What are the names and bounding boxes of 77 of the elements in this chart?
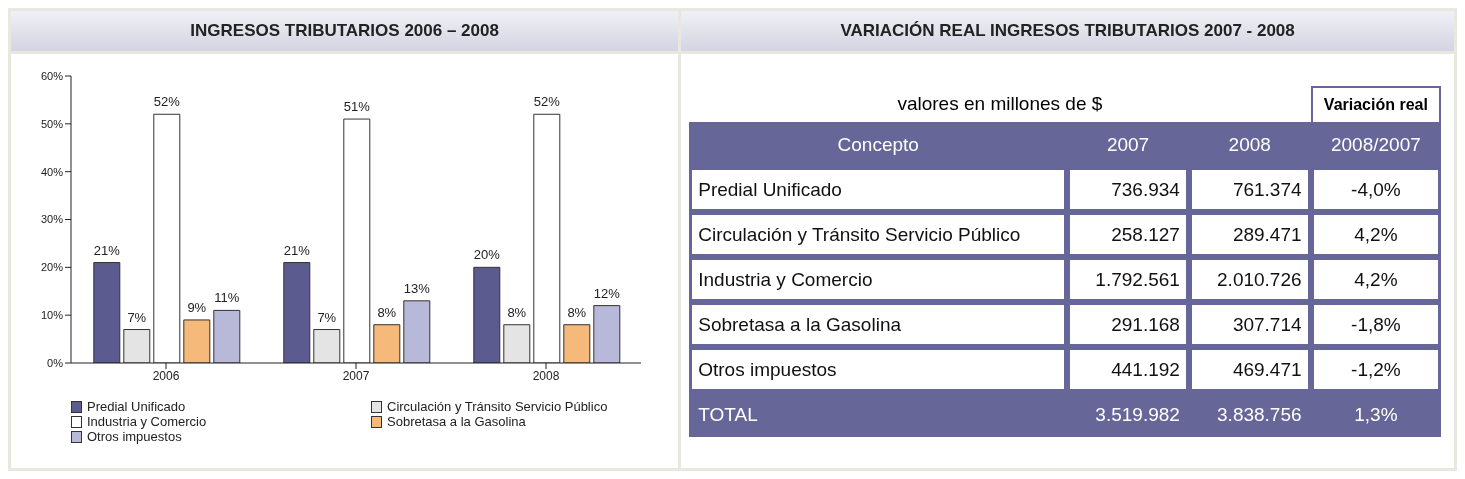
legend-label: Predial Unificado xyxy=(87,399,186,414)
data-label: 11% xyxy=(214,290,240,306)
bar xyxy=(123,329,151,363)
y-tick-label: 40% xyxy=(40,165,64,178)
text: Variación real xyxy=(1323,96,1428,113)
bar xyxy=(593,305,621,363)
category-label: Otros impuestos xyxy=(698,358,837,380)
y-tick-label: 20% xyxy=(40,261,64,274)
text: 1,3% xyxy=(1354,403,1398,425)
text: 441.192 xyxy=(1111,358,1180,380)
text: 4,2% xyxy=(1354,268,1398,290)
bar xyxy=(93,262,121,363)
bar xyxy=(343,118,371,363)
data-label: 21% xyxy=(93,242,121,258)
text: 3.519.982 xyxy=(1095,403,1180,425)
text: 307.714 xyxy=(1232,313,1302,335)
data-label: 13% xyxy=(403,280,431,296)
category-label: Circulación y Tránsito Servicio Público xyxy=(698,223,1021,245)
bar xyxy=(313,329,341,363)
data-label: 52% xyxy=(153,94,181,110)
x-tick-label: 2007 xyxy=(342,368,370,383)
text: 761.374 xyxy=(1232,178,1302,200)
bar xyxy=(533,113,561,363)
y-tick-label: 60% xyxy=(40,69,64,82)
x-tick-label: 2006 xyxy=(152,368,180,383)
bar xyxy=(183,319,211,363)
chart-title: INGRESOS TRIBUTARIOS 2006 – 2008 xyxy=(11,11,679,54)
category-label: Concepto xyxy=(689,122,1068,167)
data-label: 8% xyxy=(377,304,397,320)
y-tick-label: 10% xyxy=(40,309,64,322)
category-label: 2008/2007 xyxy=(1310,122,1442,167)
text: -4,0% xyxy=(1351,178,1401,200)
data-label: 21% xyxy=(283,242,311,258)
category-label: 2008 xyxy=(1188,122,1311,167)
category-label: Predial Unificado xyxy=(698,178,842,200)
category-label: Sobretasa a la Gasolina xyxy=(698,313,902,335)
bar xyxy=(283,262,311,363)
bar xyxy=(563,324,591,363)
data-label: 51% xyxy=(343,99,371,115)
x-tick-label: 2008 xyxy=(532,368,560,383)
category-label: TOTAL xyxy=(698,403,758,425)
bar xyxy=(403,300,431,363)
bar xyxy=(503,324,531,363)
legend-label: Sobretasa a la Gasolina xyxy=(387,414,526,429)
bar xyxy=(213,309,241,363)
category-label: Industria y Comercio xyxy=(698,268,873,290)
legend-label: Otros impuestos xyxy=(87,429,182,444)
text: valores en millones de $ xyxy=(896,92,1104,116)
y-tick-label: 30% xyxy=(40,213,64,226)
data-label: 12% xyxy=(593,285,621,301)
y-tick-label: 0% xyxy=(47,356,64,369)
legend-label: Industria y Comercio xyxy=(87,414,207,429)
text: 2.010.726 xyxy=(1217,268,1302,290)
data-label: 7% xyxy=(317,309,337,325)
text: 469.471 xyxy=(1232,358,1302,380)
text: 736.934 xyxy=(1111,178,1180,200)
text: -1,8% xyxy=(1351,313,1401,335)
data-label: 8% xyxy=(507,304,527,320)
legend-label: Circulación y Tránsito Servicio Público xyxy=(387,399,608,414)
data-label: 52% xyxy=(533,94,561,110)
data-label: 20% xyxy=(473,247,501,263)
text: 3.838.756 xyxy=(1217,403,1302,425)
text: 289.471 xyxy=(1232,223,1302,245)
y-tick-label: 50% xyxy=(40,117,64,130)
bar xyxy=(153,113,181,363)
text: 4,2% xyxy=(1354,223,1398,245)
text: VARIACIÓN REAL INGRESOS TRIBUTARIOS 2007 - 2008 xyxy=(681,11,1454,54)
data-label: 9% xyxy=(187,299,207,315)
category-label: 2007 xyxy=(1067,122,1189,167)
text: -1,2% xyxy=(1351,358,1401,380)
bar xyxy=(473,266,501,363)
text: 1.792.561 xyxy=(1095,268,1180,290)
text: 258.127 xyxy=(1111,223,1180,245)
bar xyxy=(373,324,401,363)
data-label: 8% xyxy=(567,304,587,320)
data-label: 7% xyxy=(127,309,147,325)
text: 291.168 xyxy=(1111,313,1180,335)
